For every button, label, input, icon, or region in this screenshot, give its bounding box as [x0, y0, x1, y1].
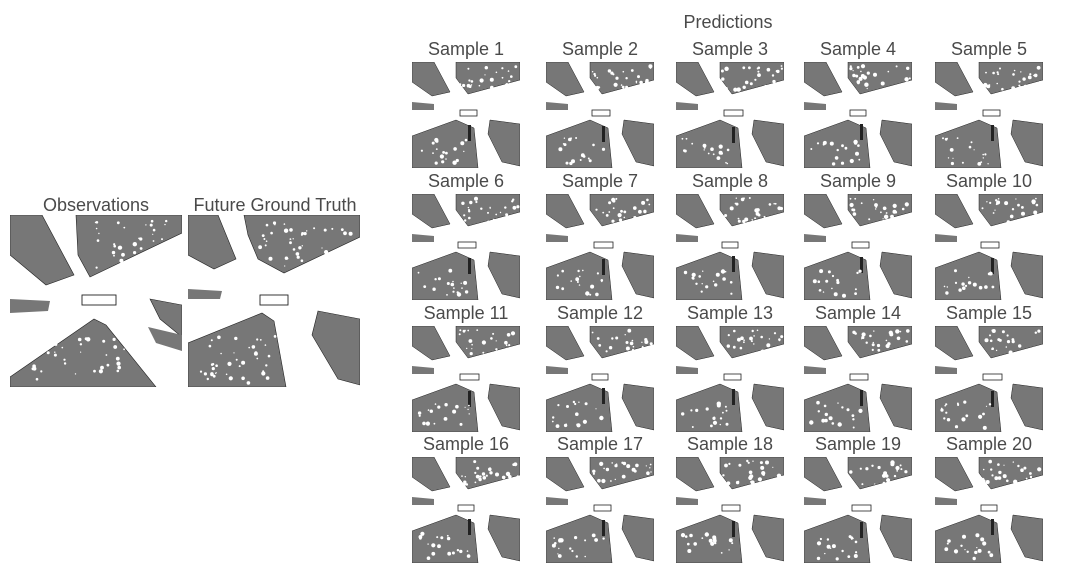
sample-map: [412, 62, 520, 168]
sample-map: [804, 457, 912, 563]
sample-label: Sample 17: [556, 434, 644, 454]
sample-label: Sample 12: [556, 303, 644, 323]
sample-map: [546, 457, 654, 563]
sample-label: Sample 4: [819, 39, 897, 59]
sample-label: Sample 10: [945, 171, 1033, 191]
sample-label: Sample 1: [427, 39, 505, 59]
sample-label: Sample 3: [691, 39, 769, 59]
sample-map: [546, 326, 654, 432]
sample-map: [935, 326, 1043, 432]
sample-map: [676, 326, 784, 432]
sample-label: Sample 19: [814, 434, 902, 454]
observations-title: Observations: [42, 195, 150, 215]
sample-map: [546, 194, 654, 300]
ground-truth-map: [188, 215, 360, 387]
sample-map: [412, 326, 520, 432]
sample-label: Sample 13: [686, 303, 774, 323]
sample-map: [412, 457, 520, 563]
sample-label: Sample 2: [561, 39, 639, 59]
sample-map: [412, 194, 520, 300]
ground-truth-title: Future Ground Truth: [193, 195, 357, 215]
sample-map: [546, 62, 654, 168]
sample-label: Sample 7: [561, 171, 639, 191]
sample-label: Sample 9: [819, 171, 897, 191]
sample-label: Sample 11: [423, 303, 509, 323]
sample-label: Sample 6: [427, 171, 505, 191]
sample-map: [935, 194, 1043, 300]
sample-label: Sample 20: [945, 434, 1033, 454]
sample-map: [676, 62, 784, 168]
sample-map: [676, 457, 784, 563]
predictions-title: Predictions: [683, 12, 773, 32]
sample-label: Sample 14: [814, 303, 902, 323]
sample-label: Sample 16: [422, 434, 510, 454]
sample-map: [804, 194, 912, 300]
sample-label: Sample 8: [691, 171, 769, 191]
sample-label: Sample 18: [686, 434, 774, 454]
observations-map: [10, 215, 182, 387]
sample-label: Sample 15: [945, 303, 1033, 323]
sample-map: [804, 62, 912, 168]
sample-label: Sample 5: [950, 39, 1028, 59]
sample-map: [935, 62, 1043, 168]
sample-map: [676, 194, 784, 300]
sample-map: [804, 326, 912, 432]
sample-map: [935, 457, 1043, 563]
